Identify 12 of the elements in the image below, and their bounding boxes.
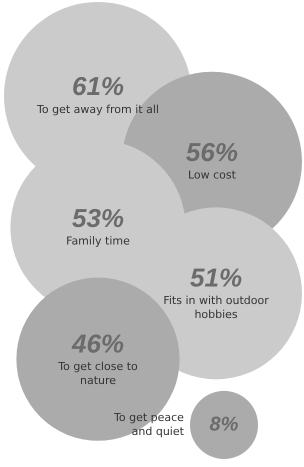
- category-label: Fits in with outdoor hobbies: [163, 294, 270, 322]
- category-label: Family time: [66, 234, 130, 248]
- category-label: To get away from it all: [36, 102, 159, 116]
- category-label: To get close to nature: [57, 360, 138, 388]
- data-label: 61%: [72, 71, 124, 102]
- category-label: Low cost: [188, 168, 237, 182]
- category-label: To get peace and quiet: [113, 410, 185, 438]
- data-label: 46%: [70, 328, 124, 358]
- data-label: 8%: [210, 413, 239, 436]
- data-label: 51%: [190, 262, 242, 293]
- data-label: 56%: [186, 136, 238, 167]
- data-label: 53%: [72, 202, 124, 233]
